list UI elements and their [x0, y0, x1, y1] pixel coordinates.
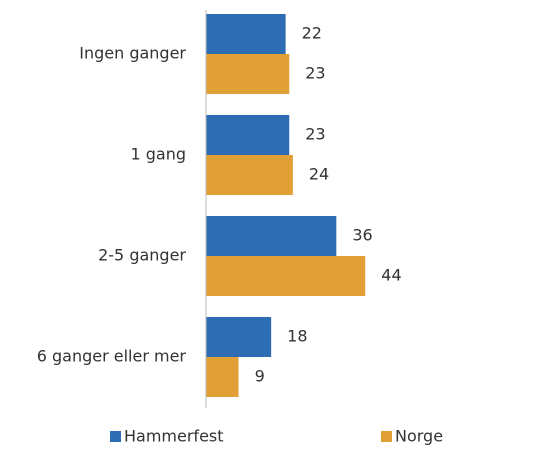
value-label: 36	[352, 226, 372, 245]
category-label: Ingen ganger	[79, 44, 186, 63]
legend-label: Norge	[395, 427, 443, 446]
legend-label: Hammerfest	[124, 427, 224, 446]
legend-swatch	[110, 431, 121, 442]
bar	[206, 14, 286, 54]
value-label: 24	[309, 165, 329, 184]
bar	[206, 216, 337, 256]
value-label: 23	[305, 64, 325, 83]
category-label: 2-5 ganger	[98, 246, 186, 265]
category-label: 6 ganger eller mer	[37, 347, 187, 366]
category-label: 1 gang	[130, 145, 186, 164]
bar	[206, 357, 239, 397]
value-label: 18	[287, 327, 307, 346]
value-label: 22	[302, 24, 322, 43]
bar	[206, 256, 366, 296]
bar	[206, 317, 272, 357]
value-label: 44	[381, 266, 401, 285]
value-label: 9	[255, 367, 265, 386]
value-label: 23	[305, 125, 325, 144]
bar	[206, 155, 293, 195]
bar	[206, 115, 290, 155]
legend-swatch	[381, 431, 392, 442]
bar	[206, 54, 290, 94]
